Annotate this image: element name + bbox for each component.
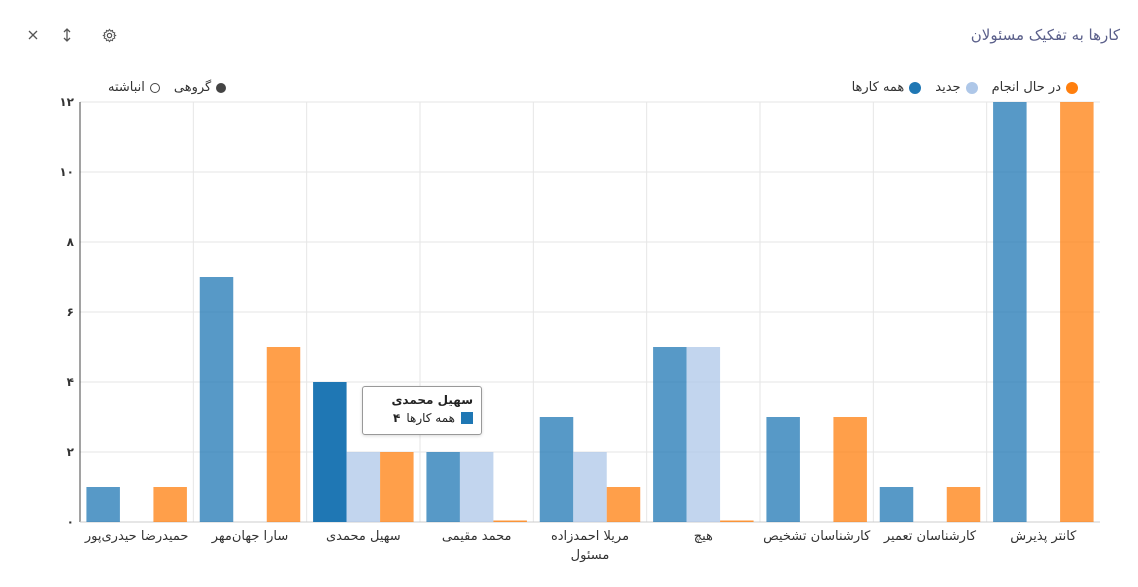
close-button[interactable] (22, 24, 44, 46)
bar (313, 382, 347, 522)
mode-stacked[interactable]: انباشته (108, 80, 160, 95)
bar (946, 487, 981, 522)
settings-button[interactable] (98, 24, 120, 46)
legend-item-all-tasks[interactable]: همه کارها (852, 80, 922, 95)
legend-swatch (1066, 81, 1078, 94)
x-tick-label: سهیل محمدی (326, 529, 401, 544)
x-tick-label: هیچ (694, 529, 713, 544)
bar (833, 417, 867, 522)
bar (653, 347, 687, 522)
tooltip-swatch (461, 412, 473, 424)
bar (993, 102, 1027, 522)
x-tick-label: مریلا احمدزاده (551, 529, 629, 544)
sort-button[interactable] (56, 24, 78, 46)
close-icon (28, 30, 38, 40)
x-axis-title: مسئول (571, 548, 610, 563)
x-tick-label: حمیدرضا حیدری‌پور (84, 529, 189, 544)
tooltip-value: ۴ (393, 411, 401, 425)
bar (266, 347, 301, 522)
bar (459, 452, 494, 522)
mode-label: انباشته (108, 80, 145, 95)
legend-swatch (909, 81, 922, 94)
bar (573, 452, 607, 522)
bar (539, 417, 574, 522)
toolbar (22, 24, 120, 46)
bar (153, 487, 187, 522)
bar (686, 347, 721, 522)
bar (86, 487, 120, 522)
series-legend: همه کارها جدید در حال انجام (852, 80, 1078, 95)
radio-selected-icon (216, 82, 227, 93)
y-tick-label: ۲ (67, 445, 75, 459)
gear-icon (101, 28, 117, 42)
x-tick-label: کارشناسان تعمیر (883, 529, 977, 544)
y-tick-label: ۰ (67, 515, 74, 529)
x-tick-label: کانتر پذیرش (1010, 529, 1077, 544)
legend-item-in-progress[interactable]: در حال انجام (992, 80, 1078, 95)
legend-label: جدید (935, 80, 961, 95)
tooltip-series-label: همه کارها (406, 411, 455, 425)
bar (1060, 102, 1094, 522)
mode-grouped[interactable]: گروهی (173, 80, 227, 95)
y-tick-label: ۴ (67, 375, 74, 389)
legend-swatch (965, 81, 978, 94)
panel-title: کارها به تفکیک مسئولان (970, 26, 1120, 44)
y-tick-label: ۱۲ (59, 95, 74, 109)
tooltip-row: همه کارها ۴ (371, 411, 473, 425)
mode-label: گروهی (173, 80, 212, 95)
bar-zero (720, 520, 754, 522)
bar-zero (493, 520, 527, 522)
x-tick-label: کارشناسان تشخیص (763, 529, 871, 544)
sort-vertical-icon (63, 28, 71, 42)
y-tick-label: ۱۰ (59, 165, 74, 179)
bar (380, 452, 414, 522)
bar-tooltip: سهیل محمدی همه کارها ۴ (362, 386, 482, 435)
y-tick-label: ۸ (67, 235, 75, 249)
bar (766, 417, 800, 522)
tooltip-title: سهیل محمدی (391, 393, 473, 407)
bar (879, 487, 914, 522)
bar (346, 452, 381, 522)
legend-item-new[interactable]: جدید (935, 80, 978, 95)
y-tick-label: ۶ (67, 305, 74, 319)
radio-unselected-icon (149, 82, 160, 93)
x-tick-label: سارا جهان‌مهر (211, 529, 289, 544)
bar (426, 452, 460, 522)
bar (199, 277, 234, 522)
bar (606, 487, 641, 522)
legend-label: در حال انجام (991, 80, 1061, 95)
bar-mode-toggle: گروهی انباشته (108, 80, 227, 95)
legend-label: همه کارها (851, 80, 905, 95)
x-tick-label: محمد مقیمی (442, 529, 512, 544)
